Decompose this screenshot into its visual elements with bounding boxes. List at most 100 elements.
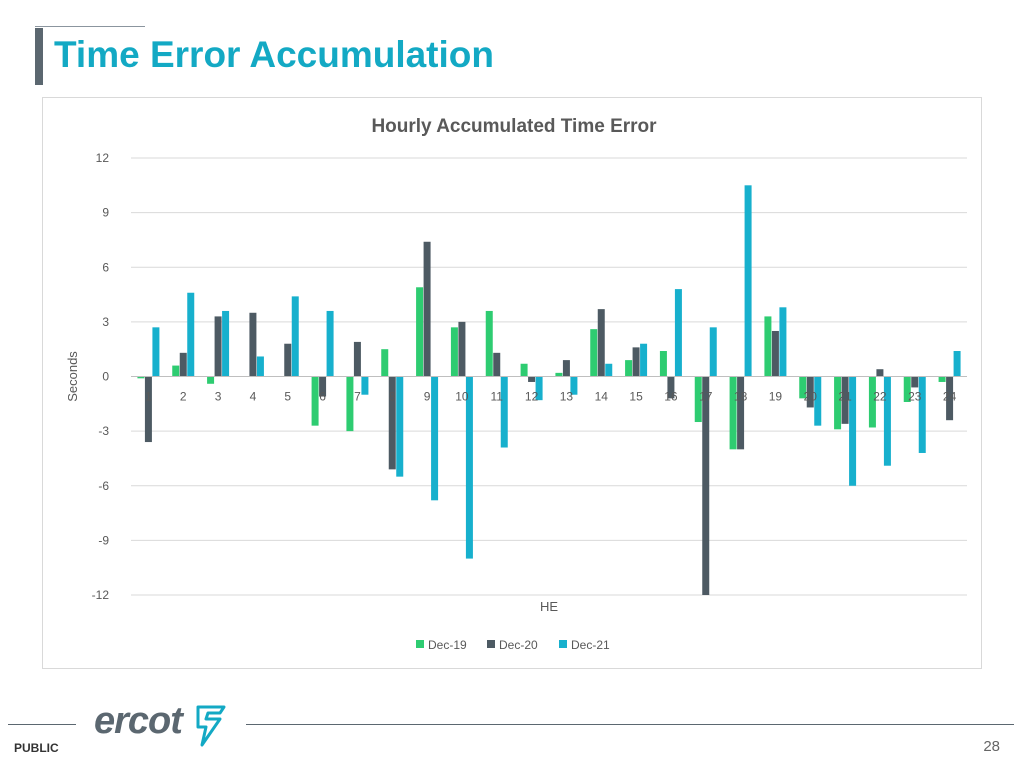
title-top-rule xyxy=(35,26,145,27)
x-tick-label: 5 xyxy=(284,390,291,404)
bar-dec-21-he13 xyxy=(570,376,578,395)
bar-dec-20-he3 xyxy=(214,316,222,377)
bar-dec-19-he9 xyxy=(416,287,424,377)
x-tick-label: 14 xyxy=(595,390,609,404)
x-tick-label: 7 xyxy=(354,390,361,404)
x-tick-label: 24 xyxy=(943,390,957,404)
legend-swatch-dec-21 xyxy=(559,640,567,648)
bar-dec-20-he22 xyxy=(876,369,884,377)
bar-dec-21-he15 xyxy=(640,343,648,377)
bar-dec-20-he16 xyxy=(667,376,675,399)
bar-dec-19-he12 xyxy=(520,363,528,377)
logo-wordmark: ercot xyxy=(94,700,183,742)
bar-dec-20-he14 xyxy=(597,309,605,377)
bar-dec-20-he8 xyxy=(388,376,396,470)
y-tick-label: -6 xyxy=(98,479,109,493)
x-tick-label: 23 xyxy=(908,390,922,404)
x-tick-label: 20 xyxy=(804,390,818,404)
x-tick-label: 21 xyxy=(838,390,852,404)
bar-dec-20-he24 xyxy=(946,376,954,421)
bar-dec-20-he2 xyxy=(179,352,187,377)
bar-dec-20-he17 xyxy=(702,376,710,595)
bar-dec-19-he23 xyxy=(903,376,911,402)
x-tick-label: 15 xyxy=(629,390,643,404)
bar-dec-20-he23 xyxy=(911,376,919,388)
bar-dec-19-he7 xyxy=(346,376,354,432)
ercot-logo: ercot xyxy=(94,699,234,751)
bar-dec-19-he22 xyxy=(868,376,876,428)
bar-dec-21-he9 xyxy=(431,376,439,501)
bar-dec-21-he11 xyxy=(500,376,508,448)
bar-dec-21-he7 xyxy=(361,376,369,395)
y-tick-label: 0 xyxy=(102,370,109,384)
bar-dec-19-he8 xyxy=(381,349,389,377)
bar-dec-19-he2 xyxy=(172,365,180,377)
x-tick-label: 11 xyxy=(491,390,504,404)
bar-dec-21-he22 xyxy=(883,376,891,466)
y-tick-label: -3 xyxy=(98,424,109,438)
bar-dec-20-he4 xyxy=(249,312,257,377)
y-tick-label: 3 xyxy=(102,315,109,329)
bar-dec-21-he14 xyxy=(605,363,613,377)
bar-dec-20-he15 xyxy=(632,347,640,377)
y-tick-label: 6 xyxy=(102,260,109,274)
bar-dec-19-he13 xyxy=(555,372,563,377)
bar-dec-19-he1 xyxy=(137,376,145,379)
x-tick-label: 18 xyxy=(734,390,748,404)
page-number: 28 xyxy=(983,738,1000,755)
bar-dec-21-he23 xyxy=(918,376,926,453)
title-accent-bar xyxy=(35,28,43,85)
x-tick-label: 1 xyxy=(145,390,152,404)
bar-dec-21-he12 xyxy=(535,376,543,401)
footer-rule-left xyxy=(8,724,76,725)
accumulated-time-error-chart: Hourly Accumulated Time Error129630-3-6-… xyxy=(65,116,967,652)
x-tick-label: 13 xyxy=(560,390,574,404)
bar-dec-21-he21 xyxy=(849,376,857,486)
bar-dec-20-he9 xyxy=(423,241,431,377)
legend-swatch-dec-20 xyxy=(487,640,495,648)
legend-swatch-dec-19 xyxy=(416,640,424,648)
x-tick-label: 2 xyxy=(180,390,187,404)
legend-label-dec-21: Dec-21 xyxy=(571,638,610,652)
footer-rule-right xyxy=(246,724,1014,725)
bar-dec-21-he19 xyxy=(779,307,787,377)
x-tick-label: 19 xyxy=(769,390,783,404)
bar-dec-21-he4 xyxy=(256,356,264,377)
bar-dec-20-he1 xyxy=(144,376,152,443)
bar-dec-20-he10 xyxy=(458,321,466,377)
bar-dec-21-he20 xyxy=(814,376,822,426)
x-tick-label: 8 xyxy=(389,390,396,404)
y-tick-label: 12 xyxy=(96,151,110,165)
bar-dec-21-he2 xyxy=(187,292,195,377)
x-tick-label: 6 xyxy=(319,390,326,404)
x-tick-label: 10 xyxy=(455,390,469,404)
classification-label: PUBLIC xyxy=(14,741,59,755)
texas-lightning-icon xyxy=(196,705,226,747)
y-tick-label: 9 xyxy=(102,206,109,220)
x-tick-label: 4 xyxy=(250,390,257,404)
bar-dec-19-he18 xyxy=(729,376,737,450)
bar-dec-21-he18 xyxy=(744,185,752,377)
y-axis-label: Seconds xyxy=(65,351,80,402)
x-tick-label: 12 xyxy=(525,390,539,404)
x-tick-label: 3 xyxy=(215,390,222,404)
y-tick-label: -12 xyxy=(92,588,110,602)
x-tick-label: 16 xyxy=(664,390,678,404)
bar-dec-20-he11 xyxy=(493,352,501,377)
legend-label-dec-20: Dec-20 xyxy=(499,638,538,652)
bar-dec-19-he3 xyxy=(207,376,215,384)
bar-dec-19-he17 xyxy=(694,376,702,423)
bar-dec-21-he1 xyxy=(152,327,160,377)
bar-dec-21-he8 xyxy=(396,376,404,477)
bar-dec-19-he6 xyxy=(311,376,319,426)
y-tick-label: -9 xyxy=(98,533,109,547)
bar-dec-19-he24 xyxy=(938,376,946,382)
bar-dec-20-he13 xyxy=(562,360,570,377)
x-tick-label: 9 xyxy=(424,390,431,404)
bar-dec-20-he21 xyxy=(841,376,849,424)
bar-dec-20-he19 xyxy=(771,330,779,377)
legend-label-dec-19: Dec-19 xyxy=(428,638,467,652)
x-tick-label: 17 xyxy=(699,390,713,404)
bar-dec-19-he19 xyxy=(764,316,772,377)
bar-dec-21-he16 xyxy=(674,289,682,377)
